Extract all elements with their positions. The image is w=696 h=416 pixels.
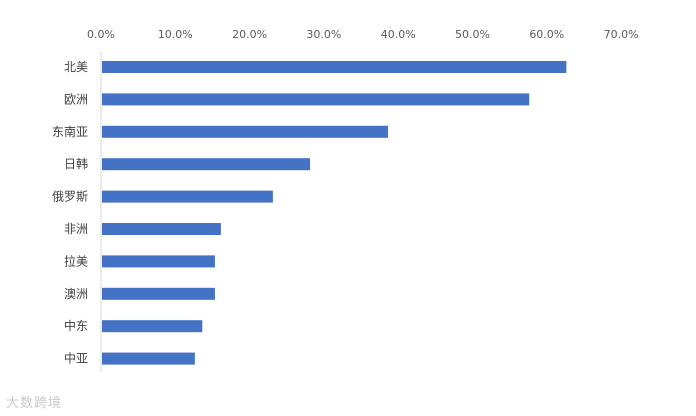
watermark-logo: 大数跨境 <box>6 396 63 411</box>
category-label: 东南亚 <box>52 124 88 139</box>
bar <box>102 190 273 203</box>
category-label: 俄罗斯 <box>52 190 88 204</box>
bar <box>102 255 215 268</box>
bar <box>102 125 389 138</box>
category-label: 澳洲 <box>64 287 88 301</box>
x-tick-label: 60.0% <box>529 28 564 41</box>
category-label: 非洲 <box>64 222 88 236</box>
bar <box>102 352 195 365</box>
bar <box>102 320 203 333</box>
bar <box>102 158 311 171</box>
x-tick-label: 30.0% <box>306 28 341 41</box>
category-label: 北美 <box>64 60 88 74</box>
x-tick-label: 20.0% <box>232 28 267 41</box>
x-tick-label: 50.0% <box>455 28 490 41</box>
bar <box>102 223 221 235</box>
bars-group <box>102 61 567 365</box>
x-tick-label: 40.0% <box>381 28 416 41</box>
x-tick-label: 0.0% <box>87 28 115 41</box>
bar <box>102 93 530 106</box>
category-label: 中东 <box>64 318 88 333</box>
bar <box>102 61 567 73</box>
x-tick-label: 70.0% <box>604 28 639 41</box>
category-label: 中亚 <box>64 351 88 366</box>
bar <box>102 287 215 300</box>
x-tick-label: 10.0% <box>158 28 193 41</box>
category-label: 日韩 <box>64 156 88 171</box>
category-label: 欧洲 <box>64 92 88 106</box>
x-axis-ticks: 0.0% 10.0% 20.0% 30.0% 40.0% 50.0% 60.0% 70.0% <box>87 28 639 41</box>
category-label: 拉美 <box>64 253 88 268</box>
